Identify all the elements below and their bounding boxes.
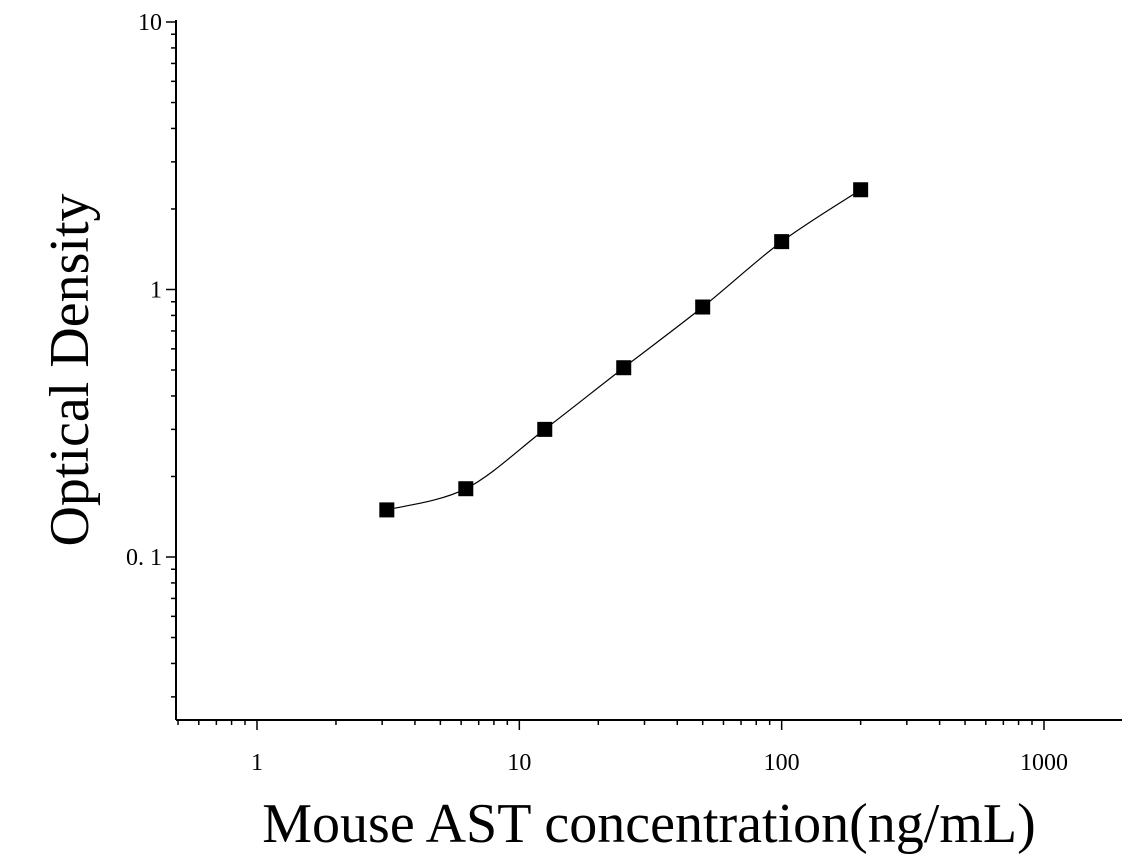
axes bbox=[175, 20, 1122, 721]
data-point bbox=[774, 234, 790, 250]
y-tick-label: 10 bbox=[138, 10, 162, 36]
data-points bbox=[379, 182, 869, 518]
fit-curve bbox=[386, 189, 861, 511]
data-point bbox=[616, 360, 632, 376]
data-point bbox=[458, 481, 474, 497]
x-tick-label: 100 bbox=[764, 750, 800, 776]
x-axis-title: Mouse AST concentration(ng/mL) bbox=[262, 793, 1036, 855]
y-tick-label: 1 bbox=[150, 278, 162, 304]
x-tick-label: 10 bbox=[507, 750, 531, 776]
x-tick-label: 1 bbox=[251, 750, 263, 776]
x-axis-ticks bbox=[177, 720, 1045, 730]
data-point bbox=[853, 182, 869, 198]
y-axis-tick-labels: 0. 1 1 10 bbox=[126, 10, 162, 571]
y-axis-title: Optical Density bbox=[39, 193, 101, 546]
y-axis-ticks bbox=[166, 21, 176, 698]
data-point bbox=[379, 502, 395, 518]
data-point bbox=[537, 421, 553, 437]
x-tick-label: 1000 bbox=[1020, 750, 1068, 776]
y-tick-label: 0. 1 bbox=[126, 545, 162, 571]
x-axis-tick-labels: 1 10 100 1000 bbox=[251, 750, 1068, 776]
data-point bbox=[695, 299, 711, 315]
